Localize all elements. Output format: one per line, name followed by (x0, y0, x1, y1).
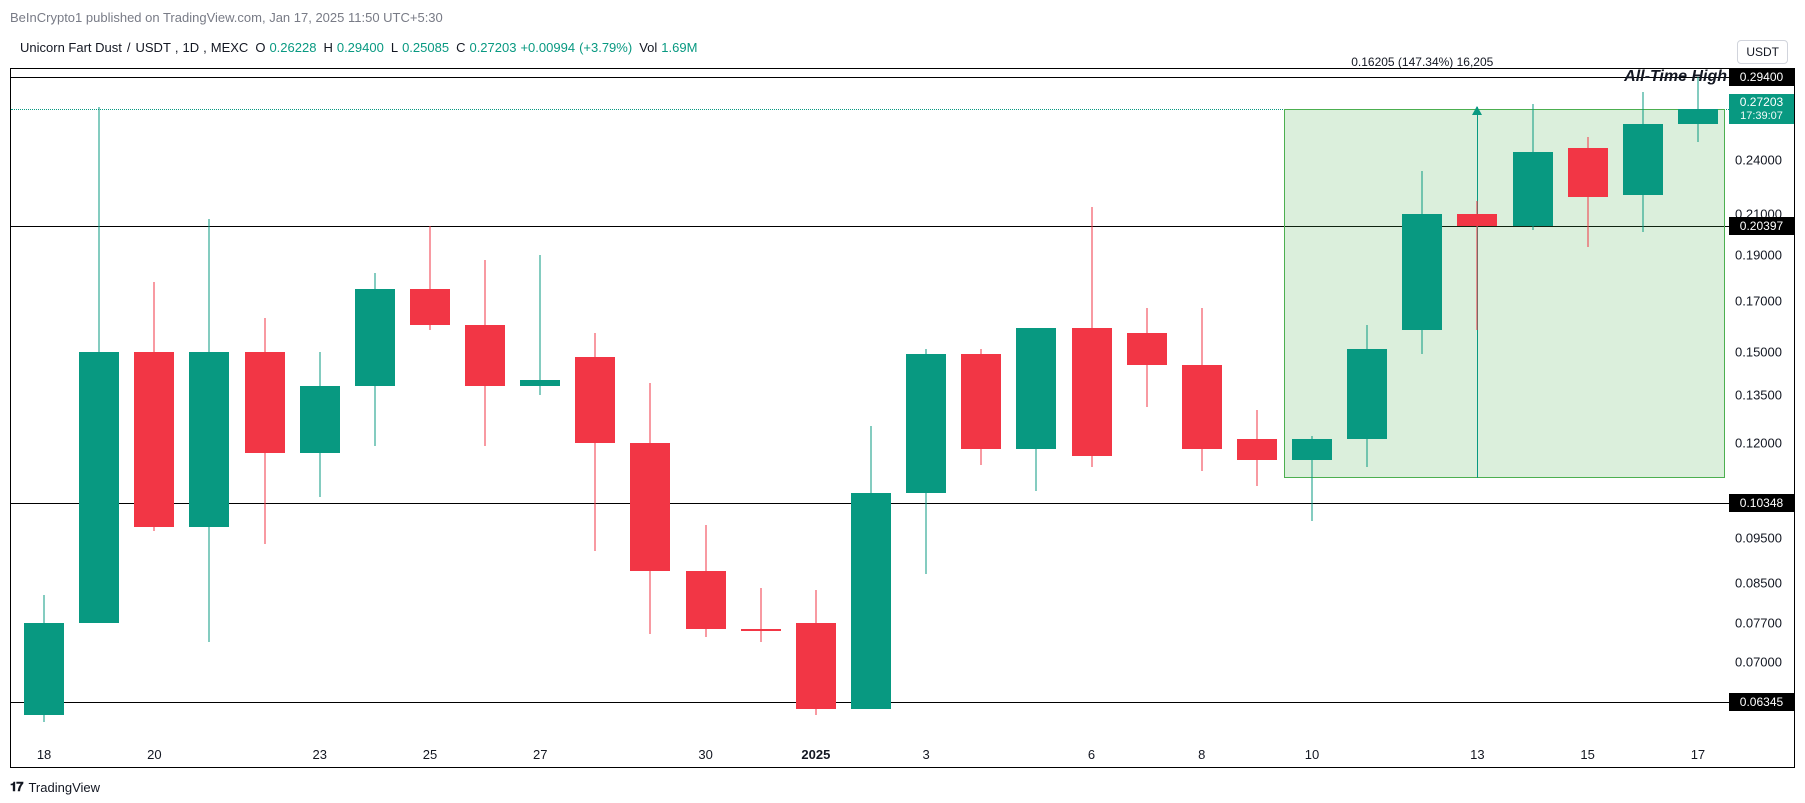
ohlc-h: 0.29400 (337, 40, 384, 55)
candle[interactable] (906, 69, 946, 739)
candle[interactable] (1623, 69, 1663, 739)
plot-area[interactable]: All-Time High0.16205 (147.34%) 16,205 (11, 69, 1731, 739)
candle[interactable] (1182, 69, 1222, 739)
candle[interactable] (1568, 69, 1608, 739)
candle[interactable] (24, 69, 64, 739)
publish-line: BeInCrypto1 published on TradingView.com… (10, 10, 443, 25)
candle[interactable] (79, 69, 119, 739)
ohlc-o: 0.26228 (269, 40, 316, 55)
candle[interactable] (465, 69, 505, 739)
candle[interactable] (575, 69, 615, 739)
x-tick: 30 (698, 747, 712, 762)
exchange: MEXC (211, 40, 249, 55)
ohlc-chg: +0.00994 (520, 40, 575, 55)
y-marker: 0.10348 (1729, 494, 1794, 512)
candle[interactable] (1347, 69, 1387, 739)
candle[interactable] (1127, 69, 1167, 739)
y-tick: 0.09500 (1735, 530, 1782, 545)
ohlc-l: 0.25085 (402, 40, 449, 55)
y-marker: 0.29400 (1729, 68, 1794, 86)
candle[interactable] (300, 69, 340, 739)
y-tick: 0.15000 (1735, 344, 1782, 359)
y-marker: 0.20397 (1729, 217, 1794, 235)
chart-panel: All-Time High0.16205 (147.34%) 16,205 0.… (10, 68, 1795, 768)
x-tick: 8 (1198, 747, 1205, 762)
x-tick: 6 (1088, 747, 1095, 762)
price-scale-unit[interactable]: USDT (1737, 40, 1788, 64)
y-tick: 0.24000 (1735, 152, 1782, 167)
y-tick: 0.12000 (1735, 435, 1782, 450)
candle[interactable] (1072, 69, 1112, 739)
candle[interactable] (355, 69, 395, 739)
quote: USDT (136, 40, 171, 55)
candle[interactable] (134, 69, 174, 739)
y-last-price: 0.2720317:39:07 (1729, 94, 1794, 124)
candle[interactable] (1016, 69, 1056, 739)
candle[interactable] (1513, 69, 1553, 739)
y-tick: 0.08500 (1735, 576, 1782, 591)
x-tick: 15 (1580, 747, 1594, 762)
candle[interactable] (1402, 69, 1442, 739)
x-tick: 3 (923, 747, 930, 762)
ohlc-c: 0.27203 (469, 40, 516, 55)
tv-glyph-icon: 𝟏𝟕 (10, 779, 22, 795)
y-axis[interactable]: 0.294000.2720317:39:070.240000.210000.20… (1729, 69, 1794, 739)
x-tick: 13 (1470, 747, 1484, 762)
candle[interactable] (1678, 69, 1718, 739)
measure-annotation: 0.16205 (147.34%) 16,205 (1351, 55, 1493, 69)
x-tick: 18 (37, 747, 51, 762)
x-tick: 20 (147, 747, 161, 762)
y-tick: 0.19000 (1735, 248, 1782, 263)
x-tick: 25 (423, 747, 437, 762)
tradingview-logo[interactable]: 𝟏𝟕 TradingView (10, 779, 100, 795)
interval[interactable]: 1D (183, 40, 200, 55)
chart-legend: Unicorn Fart Dust / USDT , 1D , MEXC O0.… (20, 40, 697, 55)
x-tick: 23 (312, 747, 326, 762)
x-axis[interactable]: 18 20 23 25 27 30 2025 3 6 8 10 13 15 17 (11, 739, 1729, 767)
candle[interactable] (796, 69, 836, 739)
x-tick: 10 (1305, 747, 1319, 762)
candle[interactable] (741, 69, 781, 739)
candle[interactable] (520, 69, 560, 739)
ath-label: All-Time High (1624, 68, 1727, 86)
symbol-name[interactable]: Unicorn Fart Dust (20, 40, 122, 55)
tv-text: TradingView (28, 780, 100, 795)
y-marker: 0.06345 (1729, 693, 1794, 711)
candle[interactable] (410, 69, 450, 739)
x-tick: 2025 (801, 747, 830, 762)
x-tick: 17 (1691, 747, 1705, 762)
y-tick: 0.13500 (1735, 387, 1782, 402)
candle[interactable] (686, 69, 726, 739)
candle[interactable] (1457, 69, 1497, 739)
y-tick: 0.07000 (1735, 655, 1782, 670)
y-tick: 0.07700 (1735, 616, 1782, 631)
candle[interactable] (189, 69, 229, 739)
candle[interactable] (1292, 69, 1332, 739)
candle[interactable] (851, 69, 891, 739)
candle[interactable] (630, 69, 670, 739)
candle[interactable] (1237, 69, 1277, 739)
ohlc-pct: (+3.79%) (579, 40, 632, 55)
y-tick: 0.17000 (1735, 293, 1782, 308)
candle[interactable] (245, 69, 285, 739)
x-tick: 27 (533, 747, 547, 762)
candle[interactable] (961, 69, 1001, 739)
vol: 1.69M (661, 40, 697, 55)
